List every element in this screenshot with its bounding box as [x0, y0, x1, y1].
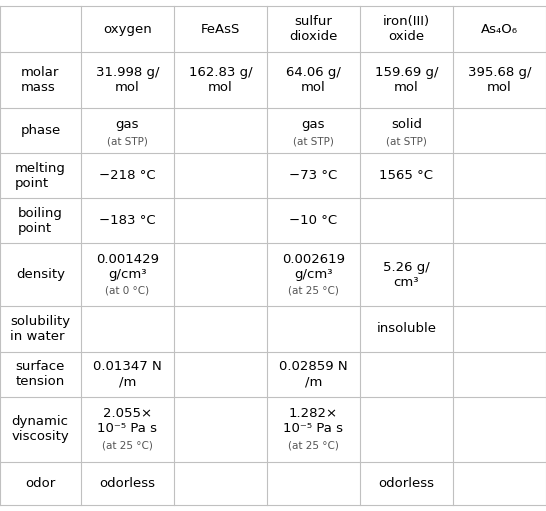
Text: −73 °C: −73 °C — [289, 169, 337, 182]
Text: density: density — [16, 268, 65, 282]
Text: FeAsS: FeAsS — [201, 23, 240, 36]
Text: dynamic
viscosity: dynamic viscosity — [11, 415, 69, 444]
Text: insoluble: insoluble — [376, 322, 436, 335]
Text: melting
point: melting point — [15, 161, 66, 190]
Text: oxygen: oxygen — [103, 23, 152, 36]
Text: As₄O₆: As₄O₆ — [481, 23, 518, 36]
Text: (at 25 °C): (at 25 °C) — [102, 441, 153, 451]
Text: 0.02859 N
/m: 0.02859 N /m — [279, 360, 348, 388]
Text: 0.01347 N
/m: 0.01347 N /m — [93, 360, 162, 388]
Text: (at STP): (at STP) — [386, 136, 427, 147]
Text: 5.26 g/
cm³: 5.26 g/ cm³ — [383, 261, 430, 289]
Text: odor: odor — [25, 477, 56, 490]
Text: sulfur
dioxide: sulfur dioxide — [289, 15, 337, 43]
Text: solubility
in water: solubility in water — [10, 315, 70, 343]
Text: iron(III)
oxide: iron(III) oxide — [383, 15, 430, 43]
Text: (at STP): (at STP) — [107, 136, 148, 147]
Text: gas: gas — [116, 118, 139, 131]
Text: 395.68 g/
mol: 395.68 g/ mol — [468, 66, 531, 94]
Text: (at 0 °C): (at 0 °C) — [105, 286, 150, 295]
Text: odorless: odorless — [378, 477, 435, 490]
Text: 2.055×
10⁻⁵ Pa s: 2.055× 10⁻⁵ Pa s — [97, 407, 157, 435]
Text: odorless: odorless — [99, 477, 155, 490]
Text: 31.998 g/
mol: 31.998 g/ mol — [96, 66, 159, 94]
Text: phase: phase — [20, 124, 61, 137]
Text: gas: gas — [301, 118, 325, 131]
Text: −10 °C: −10 °C — [289, 214, 337, 227]
Text: solid: solid — [391, 118, 422, 131]
Text: 0.002619
g/cm³: 0.002619 g/cm³ — [282, 252, 345, 281]
Text: −183 °C: −183 °C — [99, 214, 156, 227]
Text: 159.69 g/
mol: 159.69 g/ mol — [375, 66, 438, 94]
Text: 1.282×
10⁻⁵ Pa s: 1.282× 10⁻⁵ Pa s — [283, 407, 343, 435]
Text: 64.06 g/
mol: 64.06 g/ mol — [286, 66, 341, 94]
Text: (at 25 °C): (at 25 °C) — [288, 441, 339, 451]
Text: (at 25 °C): (at 25 °C) — [288, 286, 339, 295]
Text: 162.83 g/
mol: 162.83 g/ mol — [188, 66, 252, 94]
Text: −218 °C: −218 °C — [99, 169, 156, 182]
Text: boiling
point: boiling point — [18, 207, 63, 235]
Text: surface
tension: surface tension — [16, 360, 65, 388]
Text: 1565 °C: 1565 °C — [379, 169, 434, 182]
Text: molar
mass: molar mass — [21, 66, 60, 94]
Text: (at STP): (at STP) — [293, 136, 334, 147]
Text: 0.001429
g/cm³: 0.001429 g/cm³ — [96, 252, 159, 281]
